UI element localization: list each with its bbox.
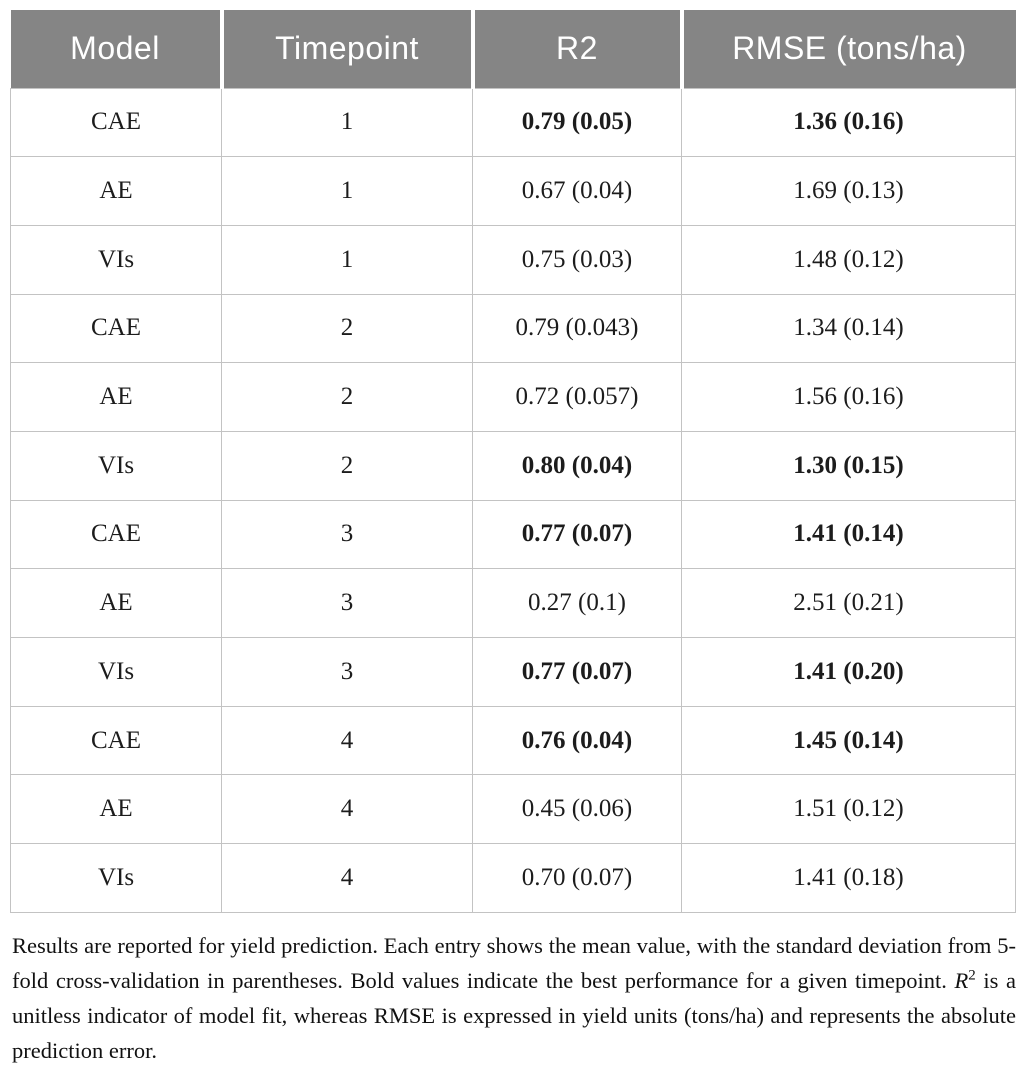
r-squared-superscript: 2: [968, 967, 976, 984]
rmse-cell: 1.41 (0.14): [681, 499, 1016, 570]
column-header-model: Model: [10, 10, 222, 88]
r2-cell: 0.77 (0.07): [472, 637, 682, 707]
timepoint-cell: 2: [221, 293, 473, 364]
rmse-cell: 1.41 (0.20): [681, 637, 1016, 707]
timepoint-cell: 1: [221, 224, 473, 295]
r2-cell: 0.70 (0.07): [472, 843, 682, 913]
r-squared-symbol: R: [954, 967, 969, 993]
column-header-timepoint: Timepoint: [219, 10, 473, 88]
table-row: VIs 1 0.75 (0.03) 1.48 (0.12): [10, 224, 1016, 295]
r2-cell: 0.45 (0.06): [472, 774, 682, 845]
model-cell: VIs: [10, 430, 222, 501]
r2-cell: 0.67 (0.04): [472, 156, 682, 226]
model-cell: AE: [10, 362, 222, 432]
timepoint-cell: 3: [221, 568, 473, 638]
caption-text-part2: is a unitless indicator of model fit, wh…: [12, 967, 1016, 1063]
table-row: CAE 3 0.77 (0.07) 1.41 (0.14): [10, 499, 1016, 570]
rmse-cell: 1.69 (0.13): [681, 156, 1016, 226]
table-row: CAE 4 0.76 (0.04) 1.45 (0.14): [10, 705, 1016, 776]
table-row: CAE 2 0.79 (0.043) 1.34 (0.14): [10, 293, 1016, 364]
table-row: AE 4 0.45 (0.06) 1.51 (0.12): [10, 774, 1016, 845]
rmse-cell: 1.45 (0.14): [681, 705, 1016, 776]
model-cell: CAE: [10, 293, 222, 364]
table-row: AE 1 0.67 (0.04) 1.69 (0.13): [10, 156, 1016, 226]
timepoint-cell: 3: [221, 637, 473, 707]
timepoint-cell: 1: [221, 87, 473, 158]
table-row: AE 2 0.72 (0.057) 1.56 (0.16): [10, 362, 1016, 432]
table-header: Model Timepoint R2 RMSE (tons/ha): [10, 10, 1016, 88]
model-cell: AE: [10, 774, 222, 845]
header-row: Model Timepoint R2 RMSE (tons/ha): [10, 10, 1016, 88]
rmse-cell: 1.56 (0.16): [681, 362, 1016, 432]
timepoint-cell: 3: [221, 499, 473, 570]
model-cell: CAE: [10, 499, 222, 570]
column-header-r2: R2: [470, 10, 682, 88]
table-caption: Results are reported for yield predictio…: [10, 928, 1018, 1068]
timepoint-cell: 2: [221, 362, 473, 432]
r2-cell: 0.79 (0.043): [472, 293, 682, 364]
timepoint-cell: 1: [221, 156, 473, 226]
rmse-cell: 1.41 (0.18): [681, 843, 1016, 913]
timepoint-cell: 4: [221, 843, 473, 913]
model-cell: CAE: [10, 87, 222, 158]
table-body: CAE 1 0.79 (0.05) 1.36 (0.16) AE 1 0.67 …: [10, 87, 1016, 913]
model-cell: AE: [10, 156, 222, 226]
rmse-cell: 1.51 (0.12): [681, 774, 1016, 845]
column-header-rmse: RMSE (tons/ha): [679, 10, 1016, 88]
r2-cell: 0.72 (0.057): [472, 362, 682, 432]
timepoint-cell: 2: [221, 430, 473, 501]
r2-cell: 0.27 (0.1): [472, 568, 682, 638]
caption-text-part1: Results are reported for yield predictio…: [12, 932, 1016, 993]
table-row: AE 3 0.27 (0.1) 2.51 (0.21): [10, 568, 1016, 638]
timepoint-cell: 4: [221, 705, 473, 776]
rmse-cell: 1.34 (0.14): [681, 293, 1016, 364]
r2-cell: 0.79 (0.05): [472, 87, 682, 158]
rmse-cell: 2.51 (0.21): [681, 568, 1016, 638]
timepoint-cell: 4: [221, 774, 473, 845]
rmse-cell: 1.36 (0.16): [681, 87, 1016, 158]
model-cell: VIs: [10, 843, 222, 913]
r2-cell: 0.80 (0.04): [472, 430, 682, 501]
rmse-cell: 1.30 (0.15): [681, 430, 1016, 501]
r2-cell: 0.75 (0.03): [472, 224, 682, 295]
r2-cell: 0.77 (0.07): [472, 499, 682, 570]
r2-cell: 0.76 (0.04): [472, 705, 682, 776]
model-cell: VIs: [10, 637, 222, 707]
table-row: VIs 4 0.70 (0.07) 1.41 (0.18): [10, 843, 1016, 913]
model-cell: AE: [10, 568, 222, 638]
rmse-cell: 1.48 (0.12): [681, 224, 1016, 295]
table-row: VIs 2 0.80 (0.04) 1.30 (0.15): [10, 430, 1016, 501]
model-cell: VIs: [10, 224, 222, 295]
model-cell: CAE: [10, 705, 222, 776]
table-row: VIs 3 0.77 (0.07) 1.41 (0.20): [10, 637, 1016, 707]
results-table: Model Timepoint R2 RMSE (tons/ha) CAE 1 …: [10, 10, 1016, 913]
table-row: CAE 1 0.79 (0.05) 1.36 (0.16): [10, 87, 1016, 158]
